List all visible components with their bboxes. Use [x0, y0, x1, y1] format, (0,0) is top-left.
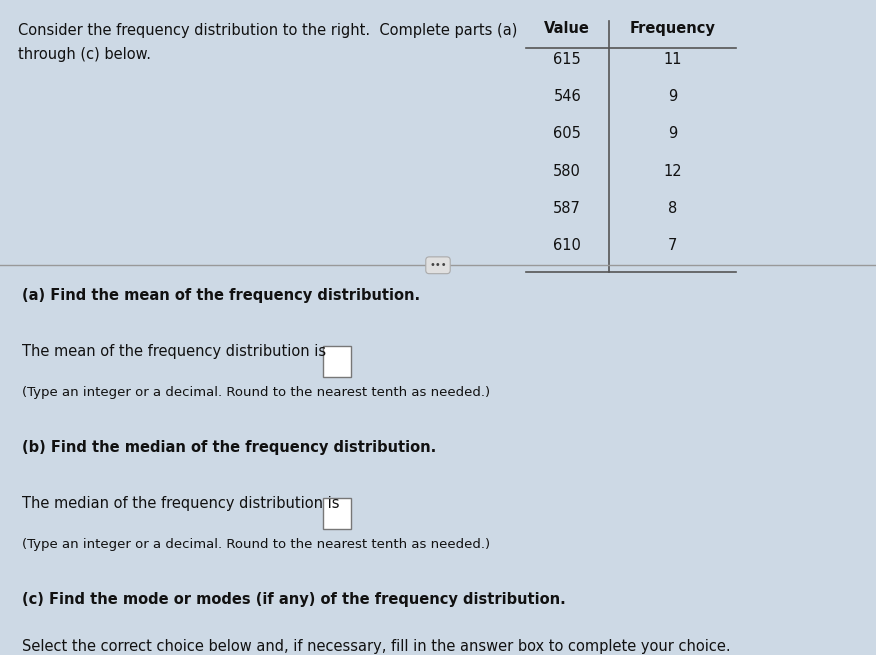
Text: (b) Find the median of the frequency distribution.: (b) Find the median of the frequency dis…	[22, 440, 436, 455]
FancyBboxPatch shape	[323, 498, 351, 529]
Text: Select the correct choice below and, if necessary, fill in the answer box to com: Select the correct choice below and, if …	[22, 639, 731, 654]
Text: (c) Find the mode or modes (if any) of the frequency distribution.: (c) Find the mode or modes (if any) of t…	[22, 592, 566, 607]
Text: Value: Value	[544, 21, 590, 36]
Text: The median of the frequency distribution is: The median of the frequency distribution…	[22, 496, 339, 511]
Text: 610: 610	[554, 238, 581, 253]
Text: through (c) below.: through (c) below.	[18, 47, 151, 62]
Text: (Type an integer or a decimal. Round to the nearest tenth as needed.): (Type an integer or a decimal. Round to …	[22, 386, 490, 400]
Text: Consider the frequency distribution to the right.  Complete parts (a): Consider the frequency distribution to t…	[18, 23, 517, 38]
Text: 580: 580	[554, 164, 581, 179]
Text: 615: 615	[554, 52, 581, 67]
Text: 546: 546	[554, 89, 581, 104]
FancyBboxPatch shape	[323, 346, 351, 377]
Text: 11: 11	[663, 52, 682, 67]
Text: 587: 587	[554, 201, 581, 216]
Text: The mean of the frequency distribution is: The mean of the frequency distribution i…	[22, 344, 326, 359]
Text: Frequency: Frequency	[629, 21, 716, 36]
Text: 7: 7	[668, 238, 677, 253]
Text: 12: 12	[663, 164, 682, 179]
Text: 605: 605	[554, 126, 581, 141]
Text: (a) Find the mean of the frequency distribution.: (a) Find the mean of the frequency distr…	[22, 288, 420, 303]
Text: (Type an integer or a decimal. Round to the nearest tenth as needed.): (Type an integer or a decimal. Round to …	[22, 538, 490, 552]
Text: 9: 9	[668, 89, 677, 104]
Text: 9: 9	[668, 126, 677, 141]
Text: 8: 8	[668, 201, 677, 216]
Text: •••: •••	[429, 260, 447, 271]
